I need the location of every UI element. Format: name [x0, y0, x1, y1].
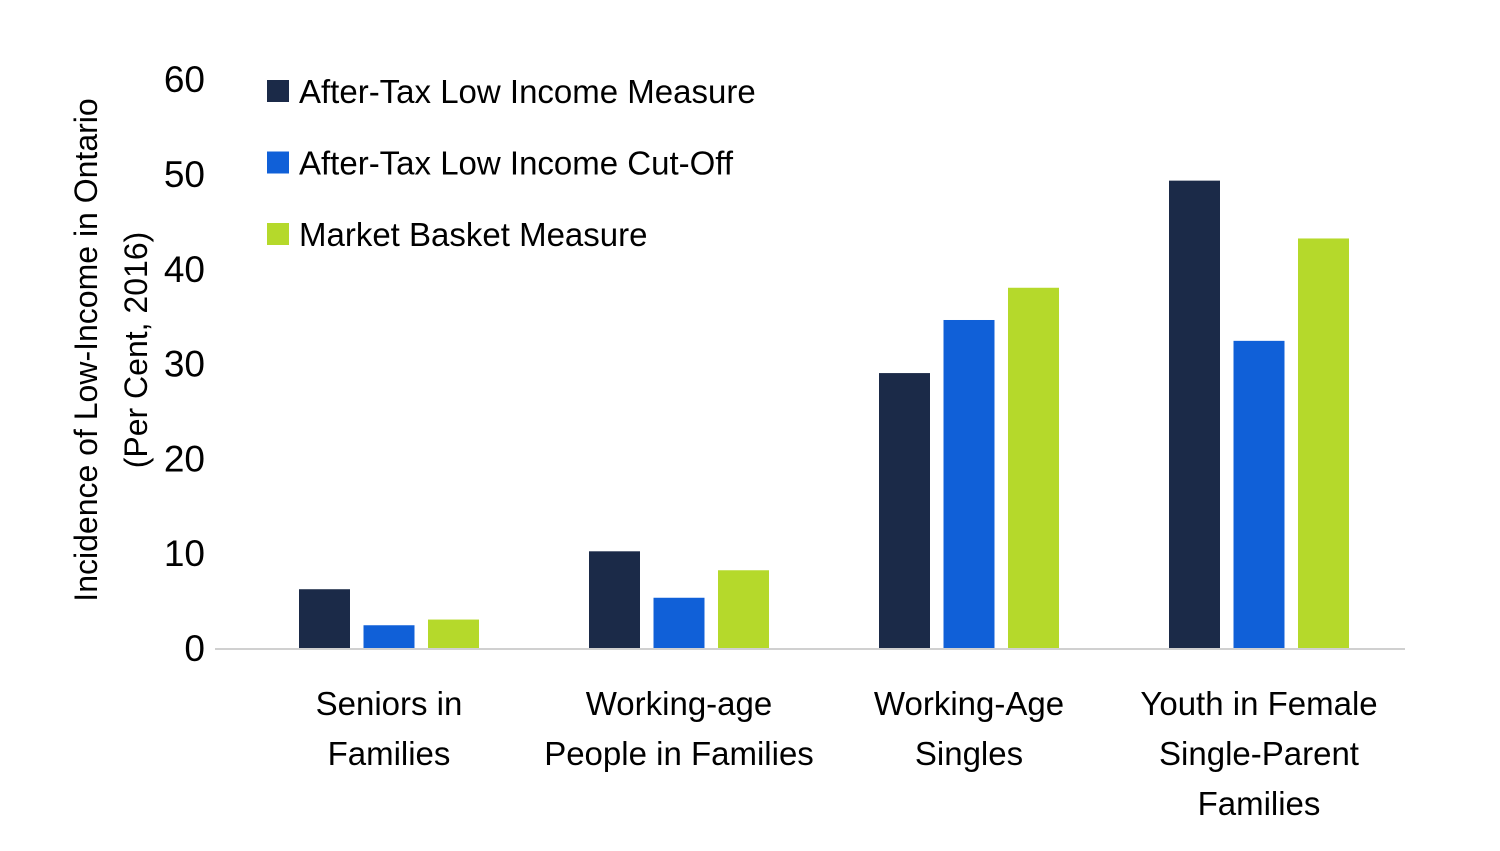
x-tick-label: Working-Age	[874, 685, 1064, 722]
y-tick-label: 20	[164, 438, 205, 479]
bar	[363, 625, 415, 648]
legend-swatch	[267, 80, 289, 102]
x-tick-label: Seniors in	[316, 685, 463, 722]
legend-swatch	[267, 151, 289, 174]
x-axis-labels: Seniors in Families Working-age People in F…	[316, 685, 1378, 822]
y-tick-label: 40	[164, 249, 205, 290]
bar	[943, 319, 995, 648]
bars	[299, 180, 1349, 649]
legend-label: Market Basket Measure	[299, 216, 647, 253]
y-tick-label: 30	[164, 344, 205, 385]
x-tick-label: Families	[328, 735, 451, 772]
bar	[1169, 180, 1220, 649]
x-tick-label: People in Families	[544, 735, 814, 772]
legend-swatch	[267, 223, 289, 245]
legend-label: After-Tax Low Income Measure	[299, 73, 756, 110]
x-tick-label: Singles	[915, 735, 1023, 772]
legend: After-Tax Low Income Measure After-Tax Lo…	[267, 73, 756, 253]
x-tick-label: Youth in Female	[1140, 685, 1377, 722]
x-tick-label: Single-Parent	[1159, 735, 1359, 772]
bar	[589, 551, 640, 648]
bar	[1008, 287, 1059, 648]
bar	[428, 619, 479, 648]
y-tick-label: 10	[164, 533, 205, 574]
bar	[1298, 238, 1349, 649]
y-axis-title-line: (Per Cent, 2016)	[118, 232, 154, 469]
y-tick-label: 0	[184, 628, 205, 669]
bar	[1233, 340, 1285, 648]
bar	[299, 589, 350, 648]
y-axis-label: Incidence of Low-Income in Ontario (Per C…	[68, 98, 154, 601]
y-tick-label: 50	[164, 154, 205, 195]
y-axis-title-line: Incidence of Low-Income in Ontario	[68, 98, 104, 601]
x-tick-label: Working-age	[586, 685, 772, 722]
legend-label: After-Tax Low Income Cut-Off	[299, 145, 734, 182]
bar	[879, 373, 930, 648]
x-tick-label: Families	[1198, 785, 1321, 822]
bar	[718, 570, 769, 648]
bar	[653, 597, 705, 648]
y-tick-label: 60	[164, 59, 205, 100]
y-axis-ticks: 0 10 20 30 40 50 60	[164, 59, 205, 669]
